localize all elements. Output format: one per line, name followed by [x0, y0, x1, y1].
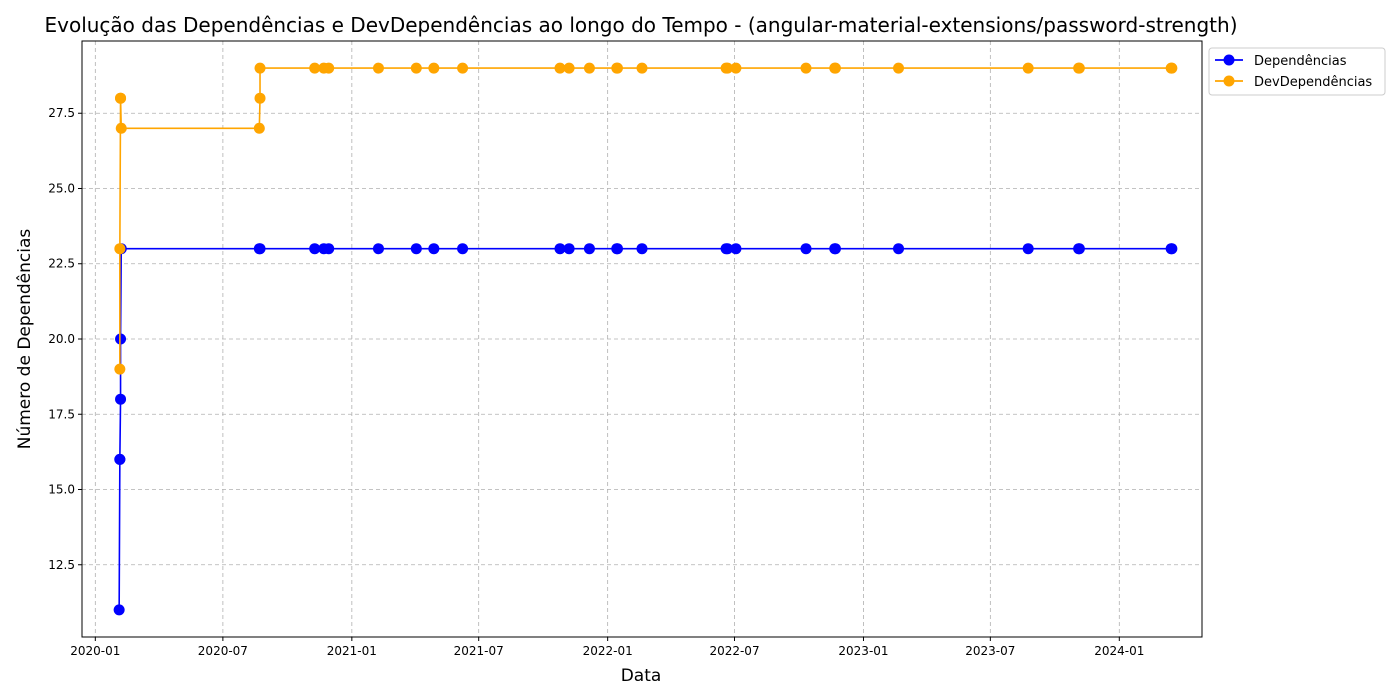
data-point-dependencias: [115, 393, 127, 405]
data-point-devdependencias: [372, 62, 384, 74]
series-line-dependencias: [118, 247, 1172, 610]
data-point-devdependencias: [428, 62, 440, 74]
y-tick-label: 27.5: [48, 106, 75, 120]
chart-title: Evolução das Dependências e DevDependênc…: [44, 13, 1237, 37]
y-tick-label: 20.0: [48, 332, 75, 346]
data-point-dependencias: [730, 243, 742, 255]
data-point-devdependencias: [829, 62, 841, 74]
y-tick-label: 25.0: [48, 181, 75, 195]
data-point-devdependencias: [583, 62, 595, 74]
data-point-devdependencias: [1073, 62, 1085, 74]
data-point-devdependencias: [115, 122, 127, 134]
data-point-devdependencias: [115, 92, 127, 104]
data-point-dependencias: [1073, 243, 1085, 255]
data-point-dependencias: [372, 243, 384, 255]
data-point-devdependencias: [1022, 62, 1034, 74]
data-point-devdependencias: [253, 122, 265, 134]
data-point-devdependencias: [254, 92, 266, 104]
data-point-devdependencias: [410, 62, 422, 74]
legend-marker-devdependencias: [1223, 75, 1235, 87]
y-axis-label: Número de Dependências: [15, 229, 35, 450]
data-point-dependencias: [1166, 243, 1178, 255]
data-point-devdependencias: [563, 62, 575, 74]
y-tick-label: 22.5: [48, 257, 75, 271]
legend-box: [1208, 47, 1386, 96]
data-point-devdependencias: [611, 62, 623, 74]
x-tick-label: 2021-01: [327, 644, 377, 658]
data-point-dependencias: [893, 243, 905, 255]
data-point-devdependencias: [893, 62, 905, 74]
data-point-devdependencias: [730, 62, 742, 74]
data-point-devdependencias: [114, 363, 126, 375]
data-point-devdependencias: [323, 62, 335, 74]
data-point-dependencias: [636, 243, 648, 255]
data-point-dependencias: [309, 243, 321, 255]
data-point-dependencias: [829, 243, 841, 255]
grid-layer: [82, 41, 1202, 637]
data-point-devdependencias: [554, 62, 566, 74]
data-point-dependencias: [611, 243, 623, 255]
data-point-dependencias: [554, 243, 566, 255]
legend-label-dependencias: Dependências: [1254, 54, 1347, 69]
legend-label-devdependencias: DevDependências: [1254, 75, 1372, 90]
data-point-dependencias: [457, 243, 469, 255]
data-point-dependencias: [1022, 243, 1034, 255]
data-point-dependencias: [722, 243, 734, 255]
x-axis-label: Data: [621, 666, 662, 686]
x-tick-label: 2022-07: [709, 644, 759, 658]
data-point-devdependencias: [1166, 62, 1178, 74]
data-point-devdependencias: [722, 62, 734, 74]
data-point-dependencias: [113, 604, 125, 616]
data-point-devdependencias: [800, 62, 812, 74]
tick-layer: 2020-01 2020-07 2021-01 2021-07 2022-01 2022-…: [48, 106, 1144, 658]
data-point-devdependencias: [457, 62, 469, 74]
data-point-dependencias: [323, 243, 335, 255]
data-point-devdependencias: [254, 62, 266, 74]
data-point-dependencias: [563, 243, 575, 255]
data-point-devdependencias: [636, 62, 648, 74]
data-point-dependencias: [800, 243, 812, 255]
data-point-devdependencias: [114, 243, 126, 255]
x-tick-label: 2023-01: [838, 644, 888, 658]
data-point-dependencias: [583, 243, 595, 255]
data-point-dependencias: [410, 243, 422, 255]
y-tick-label: 17.5: [48, 407, 75, 421]
data-point-devdependencias: [309, 62, 321, 74]
x-tick-label: 2022-01: [583, 644, 633, 658]
x-tick-label: 2023-07: [965, 644, 1015, 658]
legend: Dependências DevDependências: [1208, 47, 1386, 96]
x-tick-label: 2020-01: [70, 644, 120, 658]
data-point-dependencias: [254, 243, 266, 255]
x-tick-label: 2020-07: [198, 644, 248, 658]
x-tick-label: 2021-07: [454, 644, 504, 658]
data-point-dependencias: [428, 243, 440, 255]
series-layer: [113, 62, 1178, 616]
x-tick-label: 2024-01: [1094, 644, 1144, 658]
legend-marker-dependencias: [1223, 54, 1235, 66]
data-point-dependencias: [114, 453, 126, 465]
y-tick-label: 12.5: [48, 558, 75, 572]
y-tick-label: 15.0: [48, 483, 75, 497]
